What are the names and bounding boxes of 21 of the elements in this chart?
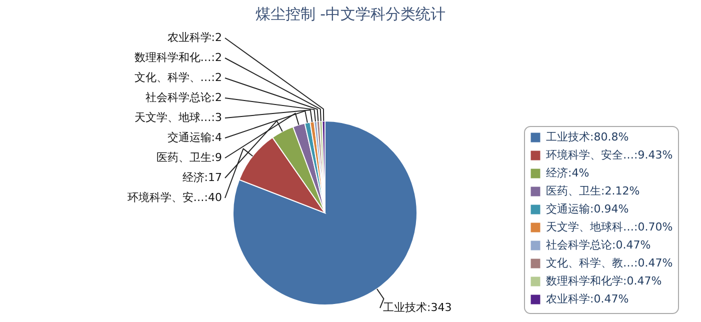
legend-label: 农业科学:0.47%: [546, 292, 629, 306]
chart-title: 煤尘控制 -中文学科分类统计: [255, 5, 446, 23]
data-label: 数理科学和化…:2: [134, 51, 222, 64]
legend-label: 文化、科学、教…:0.47%: [546, 256, 673, 270]
legend-label: 经济:4%: [546, 166, 590, 180]
legend-label: 数理科学和化学:0.47%: [546, 274, 662, 288]
legend-label: 医药、卫生:2.12%: [546, 184, 640, 198]
legend-label: 天文学、地球科…:0.70%: [546, 220, 673, 234]
legend-label: 社会科学总论:0.47%: [546, 238, 651, 252]
legend-label: 工业技术:80.8%: [546, 130, 629, 144]
data-label: 工业技术:343: [383, 301, 452, 314]
data-label: 环境科学、安…:40: [127, 191, 222, 204]
legend-label: 环境科学、安全…:9.43%: [546, 148, 673, 162]
data-label: 社会科学总论:2: [145, 91, 222, 104]
data-label: 农业科学:2: [167, 31, 222, 44]
data-label: 天文学、地球…:3: [134, 111, 222, 124]
legend-label: 交通运输:0.94%: [546, 202, 629, 216]
data-label: 交通运输:4: [167, 131, 222, 144]
data-label: 文化、科学、…:2: [134, 71, 222, 84]
data-label: 经济:17: [182, 171, 222, 184]
data-label: 医药、卫生:9: [156, 151, 222, 164]
